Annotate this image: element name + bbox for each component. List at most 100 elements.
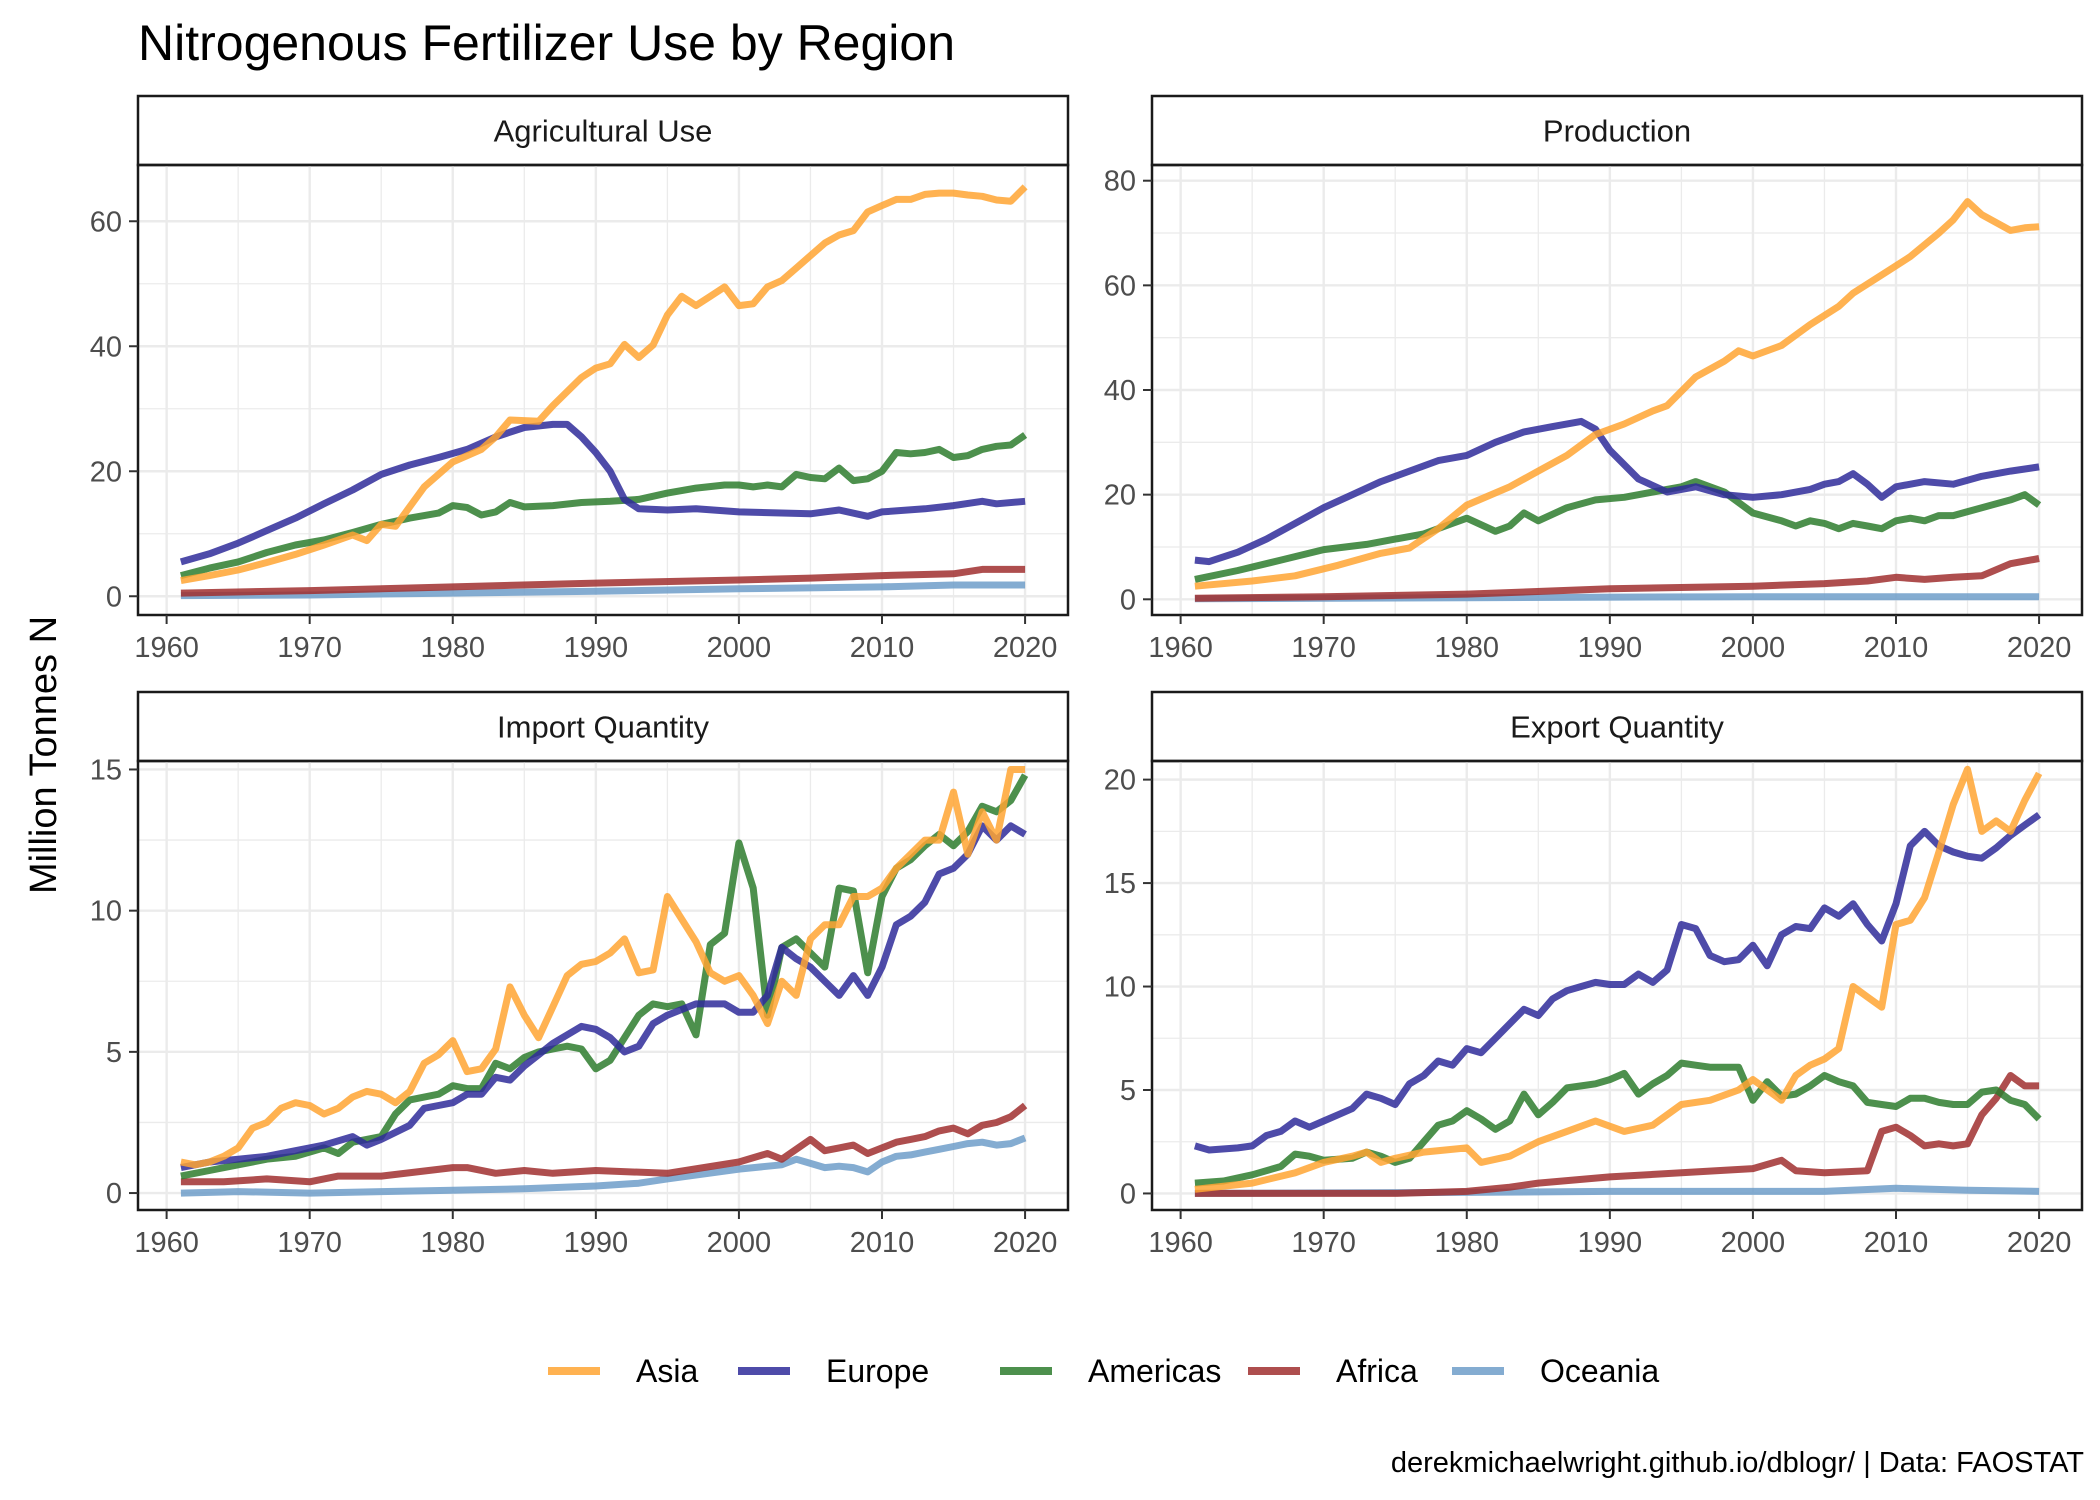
x-tick-label: 2010 [1864, 632, 1929, 664]
facet-panel-2: Import Quantity 1960 1970 1980 1990 2000 2010 2… [90, 690, 1070, 1259]
x-tick-label: 2020 [2007, 1227, 2072, 1259]
facet-strip [1150, 690, 2084, 763]
x-axis: 1960 1970 1980 1990 2000 2010 2020 [1148, 1210, 2071, 1259]
series-line-africa [1194, 1072, 2040, 1197]
x-tick-label: 1960 [1148, 632, 1213, 664]
y-tick-label: 20 [90, 456, 122, 488]
series-line-africa [1194, 555, 2040, 602]
x-axis: 1960 1970 1980 1990 2000 2010 2020 [134, 1210, 1057, 1259]
series-lines [179, 184, 1028, 600]
facet-strip [136, 690, 1070, 763]
y-tick-label: 20 [1104, 765, 1136, 797]
x-tick-label: 1960 [134, 1227, 199, 1259]
x-tick-label: 1960 [134, 632, 199, 664]
x-tick-label: 1970 [277, 1227, 342, 1259]
x-tick-label: 1970 [1291, 632, 1356, 664]
y-axis-title: Million Tonnes N [23, 616, 65, 894]
y-tick-label: 10 [1104, 972, 1136, 1004]
legend-item-europe: Europe [738, 1353, 929, 1389]
series-lines [180, 766, 1029, 1197]
legend-label: Americas [1088, 1353, 1221, 1389]
x-axis: 1960 1970 1980 1990 2000 2010 2020 [1148, 615, 2071, 664]
facet-panel-0: Agricultural Use 1960 1970 1980 1990 2000 2010… [90, 94, 1070, 664]
y-tick-label: 0 [1120, 1178, 1136, 1210]
x-axis: 1960 1970 1980 1990 2000 2010 2020 [134, 615, 1057, 664]
facet-strip-label: Import Quantity [497, 710, 709, 745]
x-tick-label: 1980 [421, 632, 486, 664]
y-tick-label: 0 [106, 581, 122, 613]
series-line-oceania [180, 1134, 1027, 1197]
y-tick-label: 60 [90, 206, 122, 238]
series-lines [1194, 198, 2042, 603]
facet-strip [136, 94, 1070, 167]
series-line-americas [180, 773, 1029, 1180]
x-tick-label: 1970 [277, 632, 342, 664]
panel-border [136, 163, 1070, 617]
series-line-asia [180, 184, 1028, 585]
series-line-oceania [180, 581, 1026, 600]
x-tick-label: 2010 [850, 1227, 915, 1259]
x-tick-label: 2010 [1864, 1227, 1929, 1259]
series-line-asia [180, 766, 1026, 1169]
legend-item-asia: Asia [548, 1353, 698, 1389]
y-axis: 0 20 40 60 [90, 206, 138, 613]
x-tick-label: 2000 [1721, 632, 1786, 664]
x-tick-label: 1960 [1148, 1227, 1213, 1259]
legend-label: Oceania [1540, 1353, 1659, 1389]
legend-label: Europe [826, 1353, 929, 1389]
y-axis: 0 5 10 15 [90, 754, 138, 1210]
y-axis: 0 20 40 60 80 [1104, 166, 1152, 616]
series-line-asia [1194, 198, 2040, 590]
series-line-europe [1193, 811, 2042, 1154]
y-tick-label: 5 [1120, 1075, 1136, 1107]
gridlines [1152, 165, 2082, 615]
series-line-asia [1194, 765, 2043, 1193]
series-lines [1193, 765, 2043, 1197]
y-tick-label: 0 [106, 1178, 122, 1210]
series-line-americas [1194, 1059, 2042, 1187]
legend-item-americas: Americas [1000, 1353, 1221, 1389]
x-tick-label: 2020 [993, 1227, 1058, 1259]
x-tick-label: 1990 [1578, 1227, 1643, 1259]
x-tick-label: 2020 [2007, 632, 2072, 664]
x-tick-label: 1970 [1291, 1227, 1356, 1259]
legend-label: Africa [1336, 1353, 1418, 1389]
x-tick-label: 2000 [707, 1227, 772, 1259]
legend: Asia Europe Americas Africa Oceania [548, 1353, 1659, 1389]
y-tick-label: 40 [90, 331, 122, 363]
facet-strip [1150, 94, 2084, 167]
x-tick-label: 2020 [993, 632, 1058, 664]
y-tick-label: 5 [106, 1037, 122, 1069]
facet-strip-label: Export Quantity [1510, 710, 1724, 745]
x-tick-label: 1980 [1435, 632, 1500, 664]
x-tick-label: 1980 [421, 1227, 486, 1259]
series-line-europe [179, 420, 1026, 566]
x-tick-label: 1980 [1435, 1227, 1500, 1259]
series-line-africa [180, 1102, 1028, 1186]
y-tick-label: 15 [1104, 868, 1136, 900]
y-tick-label: 60 [1104, 270, 1136, 302]
gridlines [138, 761, 1068, 1210]
panel-border [1150, 759, 2084, 1212]
x-tick-label: 1990 [1578, 632, 1643, 664]
y-tick-label: 10 [90, 896, 122, 928]
legend-label: Asia [636, 1353, 698, 1389]
y-tick-label: 15 [90, 754, 122, 786]
series-line-africa [180, 565, 1026, 597]
legend-item-africa: Africa [1248, 1353, 1418, 1389]
x-tick-label: 2000 [1721, 1227, 1786, 1259]
facet-strip-label: Production [1543, 114, 1691, 149]
x-tick-label: 1990 [564, 1227, 629, 1259]
facet-panel-1: Production 1960 1970 1980 1990 2000 2010 2020 0 2… [1104, 94, 2084, 664]
legend-item-oceania: Oceania [1452, 1353, 1659, 1389]
panel-border [136, 759, 1070, 1212]
x-tick-label: 2000 [707, 632, 772, 664]
y-tick-label: 80 [1104, 166, 1136, 198]
facet-strip-label: Agricultural Use [494, 114, 713, 149]
y-tick-label: 20 [1104, 480, 1136, 512]
series-line-europe [1194, 417, 2040, 566]
y-tick-label: 0 [1120, 584, 1136, 616]
